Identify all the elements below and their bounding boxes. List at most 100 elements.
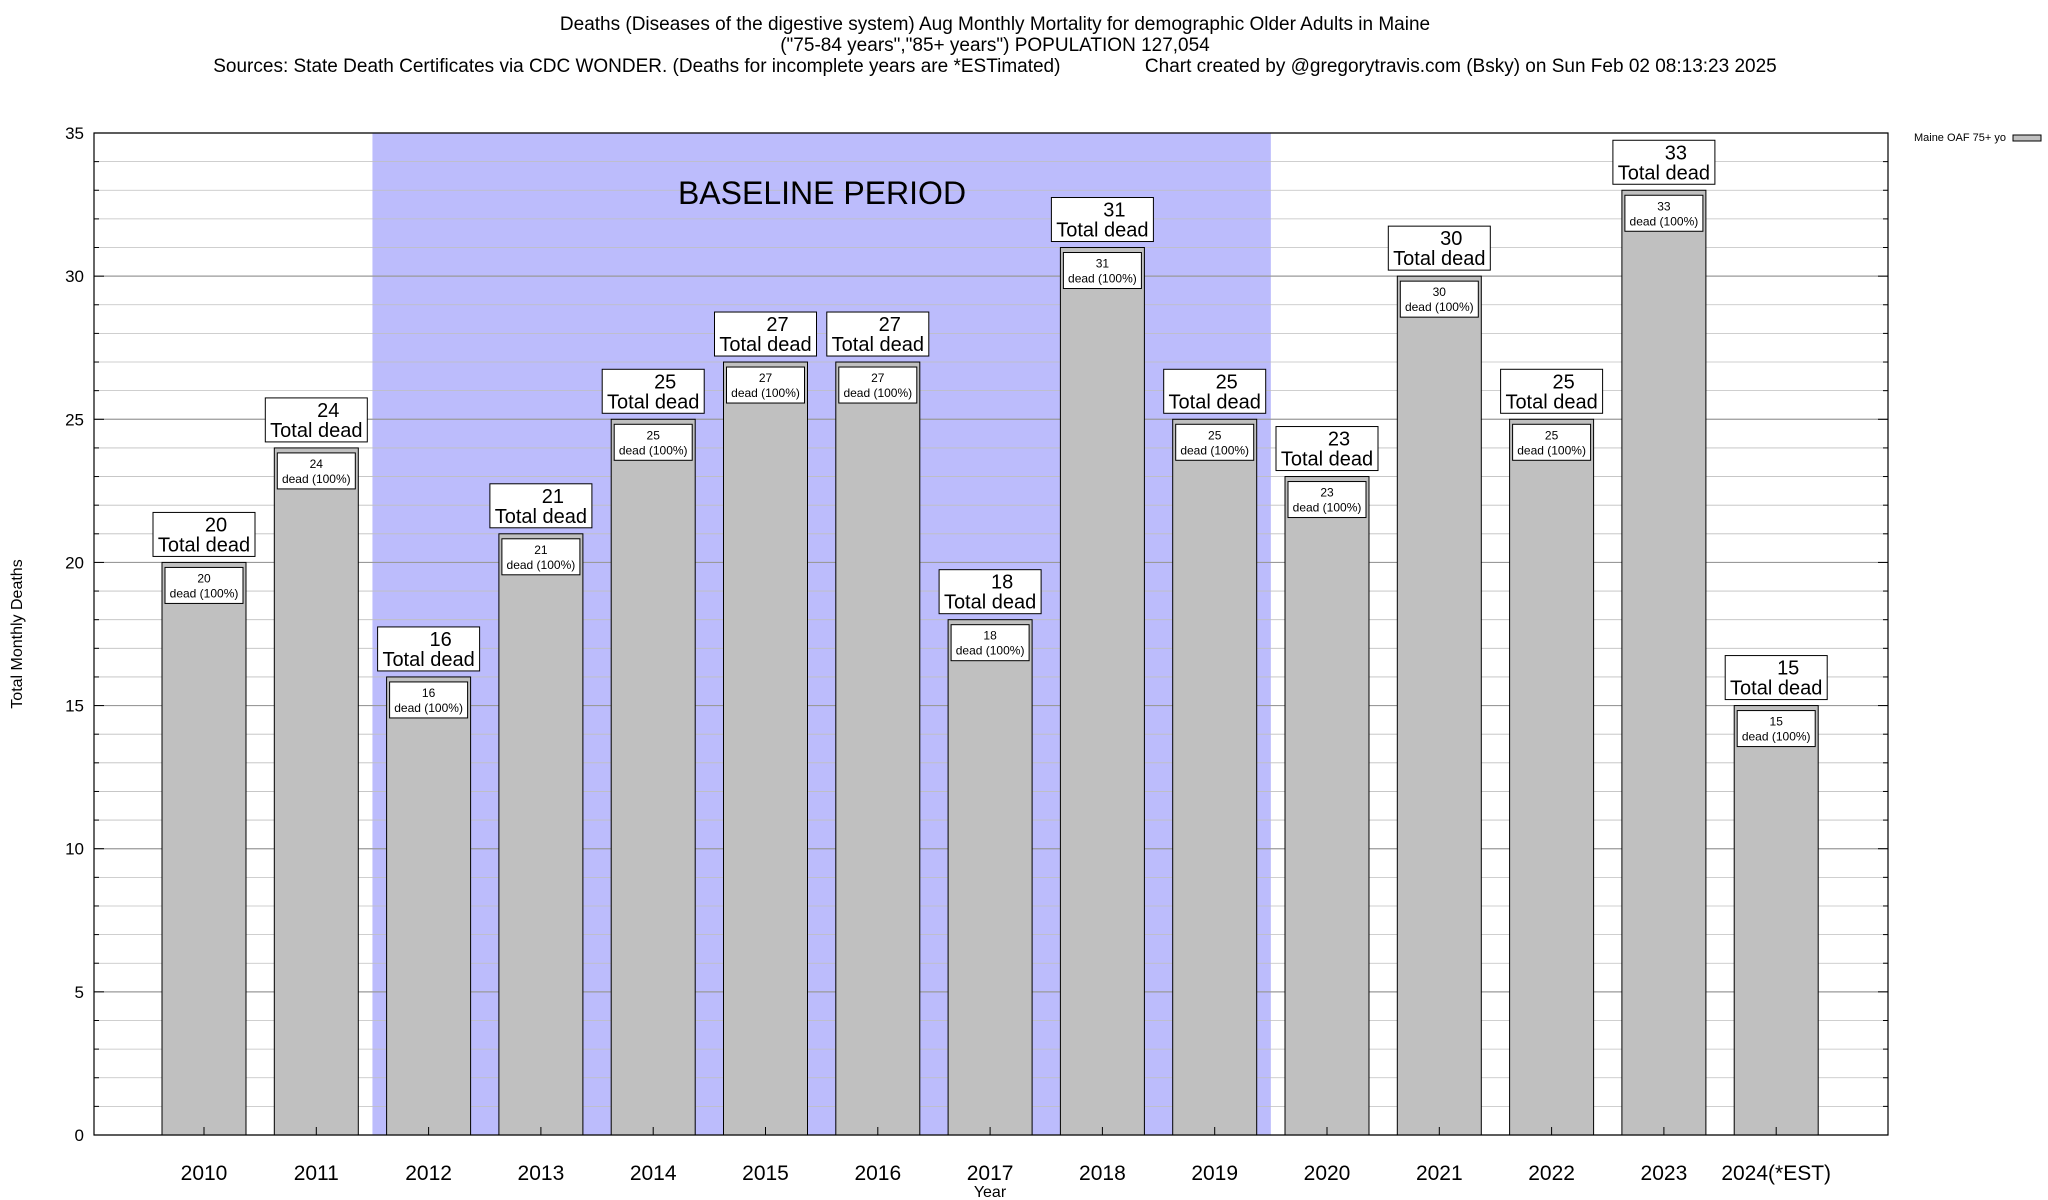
x-tick-label: 2019 bbox=[1191, 1162, 1238, 1185]
bar bbox=[273, 447, 359, 1136]
bar-inner-value-label: 25 bbox=[1545, 428, 1559, 442]
bar-inner-dead-label: dead (100%) bbox=[1293, 501, 1362, 515]
bar-inner-dead-label: dead (100%) bbox=[1405, 300, 1474, 314]
bar-inner-value-label: 33 bbox=[1657, 199, 1671, 213]
bar-inner-label-box bbox=[950, 624, 1030, 662]
chart-title-block: Deaths (Diseases of the digestive system… bbox=[0, 14, 1990, 77]
x-tick-label: 2018 bbox=[1079, 1162, 1126, 1185]
bar bbox=[1284, 476, 1370, 1136]
x-axis-label: Year bbox=[974, 1184, 1007, 1200]
bar bbox=[610, 418, 696, 1136]
y-tick-label: 15 bbox=[65, 697, 84, 716]
bar-top-total-label: Total dead bbox=[719, 334, 811, 356]
bar-top-value-label: 15 bbox=[1777, 658, 1799, 680]
bar-top-value-label: 31 bbox=[1103, 200, 1125, 222]
legend-swatch bbox=[2012, 134, 2042, 142]
bar-top-total-label: Total dead bbox=[495, 506, 587, 528]
bar-top-total-label: Total dead bbox=[607, 391, 699, 413]
chart-subtitle: ("75-84 years","85+ years") POPULATION 1… bbox=[780, 35, 1210, 56]
bar-inner-label-box bbox=[389, 681, 469, 719]
baseline-label: BASELINE PERIOD bbox=[678, 175, 966, 211]
bar-inner-label-box bbox=[501, 538, 581, 576]
y-tick-label: 0 bbox=[75, 1126, 84, 1145]
bar-inner-dead-label: dead (100%) bbox=[731, 386, 800, 400]
bar-inner-label-box bbox=[276, 452, 356, 490]
bar-inner-label-box bbox=[1062, 252, 1142, 290]
bar-top-value-label: 23 bbox=[1328, 429, 1350, 451]
bar-inner-dead-label: dead (100%) bbox=[956, 644, 1025, 658]
bar-top-label-box bbox=[1163, 368, 1267, 414]
bar-top-value-label: 27 bbox=[766, 314, 788, 336]
x-tick-label: 2013 bbox=[518, 1162, 565, 1185]
bar-inner-value-label: 23 bbox=[1320, 486, 1334, 500]
x-tick-label: 2023 bbox=[1641, 1162, 1688, 1185]
x-tick-label: 2010 bbox=[181, 1162, 228, 1185]
x-tick-label: 2020 bbox=[1304, 1162, 1351, 1185]
bar-top-total-label: Total dead bbox=[944, 592, 1036, 614]
x-tick-label: 2011 bbox=[294, 1162, 339, 1185]
x-tick-label: 2024(*EST) bbox=[1721, 1162, 1831, 1185]
bar-top-value-label: 25 bbox=[654, 371, 676, 393]
bar-inner-label-box bbox=[1287, 481, 1367, 519]
y-axis-label: Total Monthly Deaths bbox=[9, 559, 26, 708]
y-tick-label: 25 bbox=[65, 410, 84, 429]
legend-label: Maine OAF 75+ yo bbox=[1914, 132, 2006, 144]
bar-inner-dead-label: dead (100%) bbox=[1630, 214, 1699, 228]
bar-top-label-box bbox=[152, 511, 256, 557]
bar bbox=[1172, 418, 1258, 1136]
bar-inner-dead-label: dead (100%) bbox=[1180, 443, 1249, 457]
bar-top-value-label: 27 bbox=[879, 314, 901, 336]
bar-top-label-box bbox=[938, 569, 1042, 615]
bar-inner-label-box bbox=[613, 423, 693, 461]
bar-top-total-label: Total dead bbox=[1618, 162, 1710, 184]
bar-inner-dead-label: dead (100%) bbox=[282, 472, 351, 486]
bar bbox=[161, 561, 247, 1136]
bar-inner-dead-label: dead (100%) bbox=[843, 386, 912, 400]
x-tick-label: 2021 bbox=[1416, 1162, 1463, 1185]
bar bbox=[947, 619, 1033, 1136]
y-tick-label: 5 bbox=[75, 983, 84, 1002]
bar-inner-value-label: 24 bbox=[310, 457, 324, 471]
bar-top-label-box bbox=[1500, 368, 1604, 414]
x-tick-label: 2022 bbox=[1528, 1162, 1575, 1185]
y-tick-label: 10 bbox=[65, 840, 84, 859]
bar-inner-dead-label: dead (100%) bbox=[1742, 730, 1811, 744]
bar-inner-value-label: 15 bbox=[1770, 715, 1784, 729]
bar-inner-label-box bbox=[1512, 423, 1592, 461]
bar-inner-value-label: 27 bbox=[871, 371, 885, 385]
bar-inner-dead-label: dead (100%) bbox=[1068, 272, 1137, 286]
bar-top-total-label: Total dead bbox=[1281, 449, 1373, 471]
bar-top-label-box bbox=[1050, 197, 1154, 243]
bar-top-label-box bbox=[601, 368, 705, 414]
bar bbox=[386, 676, 472, 1136]
bar-top-value-label: 33 bbox=[1665, 142, 1687, 164]
bar-top-value-label: 21 bbox=[542, 486, 564, 508]
y-tick-label: 20 bbox=[65, 553, 84, 572]
bar-top-value-label: 16 bbox=[429, 629, 451, 651]
bar-top-total-label: Total dead bbox=[1393, 248, 1485, 270]
bar bbox=[498, 533, 584, 1136]
bar-inner-dead-label: dead (100%) bbox=[394, 701, 463, 715]
bar-top-value-label: 25 bbox=[1216, 371, 1238, 393]
bar-inner-value-label: 27 bbox=[759, 371, 773, 385]
bar-inner-label-box bbox=[1736, 710, 1816, 748]
bar-top-label-box bbox=[1275, 426, 1379, 472]
plot-frame bbox=[93, 132, 1889, 1136]
bar-top-total-label: Total dead bbox=[382, 649, 474, 671]
bar bbox=[835, 361, 921, 1136]
y-tick-label: 35 bbox=[65, 124, 84, 143]
bar-inner-label-box bbox=[1624, 194, 1704, 232]
bar bbox=[1059, 247, 1145, 1136]
bar-inner-dead-label: dead (100%) bbox=[170, 586, 239, 600]
bar-top-label-box bbox=[1612, 139, 1716, 185]
bar-inner-label-box bbox=[726, 366, 805, 404]
bar-inner-label-box bbox=[164, 566, 244, 604]
y-tick-label: 30 bbox=[65, 267, 84, 286]
bar-top-label-box bbox=[377, 626, 481, 672]
x-tick-label: 2012 bbox=[405, 1162, 452, 1185]
bar-top-label-box bbox=[826, 311, 930, 357]
bar bbox=[1621, 189, 1707, 1136]
bar-inner-value-label: 20 bbox=[197, 571, 211, 585]
bar-inner-value-label: 31 bbox=[1096, 257, 1110, 271]
